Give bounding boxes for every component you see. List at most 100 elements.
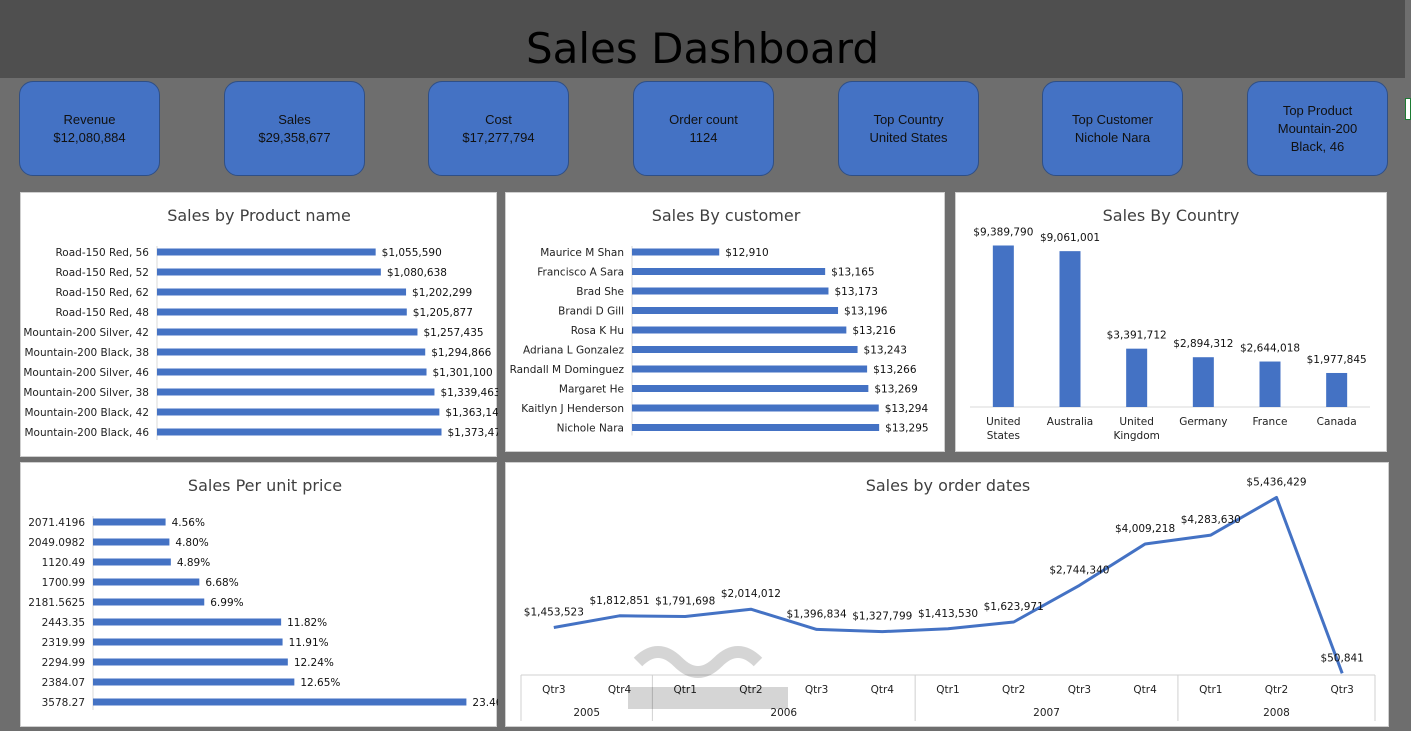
data-label: $2,744,340 (1049, 564, 1109, 576)
panel-sales-by-country[interactable]: Sales By Country $9,389,790 United States $9… (955, 192, 1387, 452)
panel-sales-by-product[interactable]: Sales by Product name Road-150 Red, 56 $1,… (20, 192, 498, 457)
category-label: Mountain-200 Silver, 38 (23, 387, 149, 399)
category-label: Canada (1317, 416, 1357, 428)
year-label: 2007 (1033, 707, 1060, 719)
bar[interactable] (157, 388, 435, 396)
bar[interactable] (1059, 251, 1081, 407)
bar[interactable] (632, 385, 869, 392)
quarter-label: Qtr3 (542, 684, 565, 696)
category-label: 1120.49 (42, 557, 85, 569)
bar[interactable] (93, 598, 205, 606)
data-label: $13,165 (831, 267, 874, 279)
kpi-top-country-value: United States (869, 129, 948, 145)
bar[interactable] (992, 245, 1014, 407)
data-label: $13,266 (873, 364, 917, 376)
kpi-top-country-label: Top Country (873, 111, 944, 127)
data-label: $2,014,012 (721, 588, 781, 600)
bar[interactable] (93, 578, 200, 586)
data-label: 4.56% (172, 517, 205, 529)
kpi-order-count[interactable]: Order count 1124 (633, 81, 774, 176)
bar[interactable] (1259, 361, 1281, 407)
panel-sales-per-unit-price[interactable]: Sales Per unit price 2071.4196 4.56% 2049.0… (20, 462, 498, 727)
data-label: $1,327,799 (852, 611, 912, 623)
quarter-label: Qtr2 (739, 684, 762, 696)
bar[interactable] (632, 404, 879, 412)
chart-sales-per-unit-price: Sales Per unit price 2071.4196 4.56% 2049.0… (28, 476, 498, 710)
bar[interactable] (632, 424, 880, 431)
bar[interactable] (93, 538, 170, 546)
kpi-top-customer-value: Nichole Nara (1074, 129, 1151, 145)
kpi-top-product-value: Mountain-200 Black, 46 (1277, 120, 1358, 154)
kpi-revenue-value: $12,080,884 (53, 129, 126, 145)
kpi-cost[interactable]: Cost $17,277,794 (428, 81, 569, 176)
bar[interactable] (632, 287, 829, 295)
bar[interactable] (157, 408, 440, 416)
bar[interactable] (632, 365, 868, 373)
kpi-revenue[interactable]: Revenue $12,080,884 (19, 81, 160, 176)
kpi-order-count-value: 1124 (689, 129, 718, 145)
kpi-top-product-label: Top Product (1282, 102, 1353, 118)
kpi-top-country[interactable]: Top Country United States (838, 81, 979, 176)
bar[interactable] (93, 558, 171, 566)
category-label: Randall M Dominguez (510, 364, 625, 376)
bar[interactable] (632, 268, 826, 275)
bar[interactable] (93, 698, 467, 706)
quarter-label: Qtr3 (1330, 684, 1353, 696)
data-label: $1,363,142 (445, 407, 498, 419)
category-label: Road-150 Red, 52 (55, 267, 149, 279)
bar[interactable] (93, 518, 166, 526)
category-label: Margaret He (559, 384, 624, 396)
series-line[interactable] (553, 495, 1344, 674)
category-label: United (986, 416, 1021, 428)
bar[interactable] (157, 428, 442, 436)
chart-title: Sales by order dates (866, 476, 1031, 495)
kpi-top-customer[interactable]: Top Customer Nichole Nara (1042, 81, 1183, 176)
bar[interactable] (93, 678, 295, 686)
bar[interactable] (1126, 348, 1148, 407)
data-label: $1,977,845 (1307, 354, 1367, 366)
bar[interactable] (157, 268, 381, 276)
bar[interactable] (632, 326, 847, 334)
data-label: $2,894,312 (1173, 338, 1233, 350)
bar[interactable] (632, 307, 839, 314)
quarter-label: Qtr4 (608, 684, 632, 696)
category-label: Brad She (576, 286, 624, 298)
data-label: $3,391,712 (1107, 330, 1167, 342)
bar[interactable] (93, 638, 283, 646)
bar[interactable] (93, 658, 288, 666)
data-label: $50,841 (1320, 652, 1363, 664)
data-label: $12,910 (725, 247, 768, 259)
category-label: Germany (1179, 416, 1227, 428)
data-label: $1,373,470 (448, 427, 498, 439)
category-label: Australia (1047, 416, 1093, 428)
bar[interactable] (157, 368, 427, 376)
bar[interactable] (157, 348, 426, 356)
category-label: Mountain-200 Silver, 42 (23, 327, 149, 339)
panel-sales-by-customer[interactable]: Sales By customer Maurice M Shan $12,910 Fr… (505, 192, 945, 452)
bar[interactable] (93, 618, 282, 626)
bar[interactable] (157, 328, 418, 336)
year-label: 2008 (1263, 707, 1290, 719)
data-label: 4.80% (175, 537, 208, 549)
data-label: $1,055,590 (382, 247, 442, 259)
bar[interactable] (1192, 357, 1214, 407)
data-label: 12.24% (294, 657, 334, 669)
kpi-top-product[interactable]: Top Product Mountain-200 Black, 46 (1247, 81, 1388, 176)
bar[interactable] (632, 248, 720, 256)
panel-sales-by-order-dates[interactable]: Sales by order dates $1,453,523 $1,812,851… (505, 462, 1389, 727)
quarter-label: Qtr3 (1068, 684, 1091, 696)
bar[interactable] (157, 248, 376, 256)
bar[interactable] (157, 288, 407, 296)
data-label: $1,080,638 (387, 267, 447, 279)
bar[interactable] (1326, 372, 1348, 407)
quarter-label: Qtr2 (1002, 684, 1025, 696)
chart-sales-by-country: Sales By Country $9,389,790 United States $9… (970, 206, 1370, 442)
quarter-label: Qtr1 (936, 684, 959, 696)
kpi-sales[interactable]: Sales $29,358,677 (224, 81, 365, 176)
kpi-sales-label: Sales (278, 111, 311, 127)
category-label: 2181.5625 (28, 597, 85, 609)
data-label: $1,205,877 (413, 307, 473, 319)
quarter-label: Qtr1 (1199, 684, 1222, 696)
bar[interactable] (632, 346, 858, 353)
bar[interactable] (157, 308, 407, 316)
